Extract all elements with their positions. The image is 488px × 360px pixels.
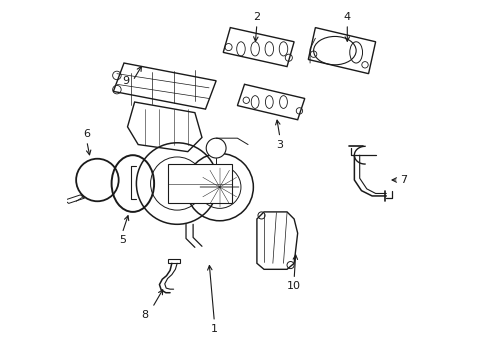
Text: 1: 1 [210, 324, 218, 334]
Text: 9: 9 [122, 76, 129, 86]
Text: 8: 8 [142, 310, 148, 320]
Text: 5: 5 [119, 235, 125, 245]
Text: 3: 3 [276, 140, 283, 149]
Text: 6: 6 [83, 129, 90, 139]
Text: 10: 10 [286, 281, 301, 291]
Polygon shape [168, 164, 232, 203]
Text: 2: 2 [253, 12, 260, 22]
Circle shape [206, 138, 225, 158]
Text: 7: 7 [400, 175, 407, 185]
Text: 4: 4 [343, 12, 350, 22]
